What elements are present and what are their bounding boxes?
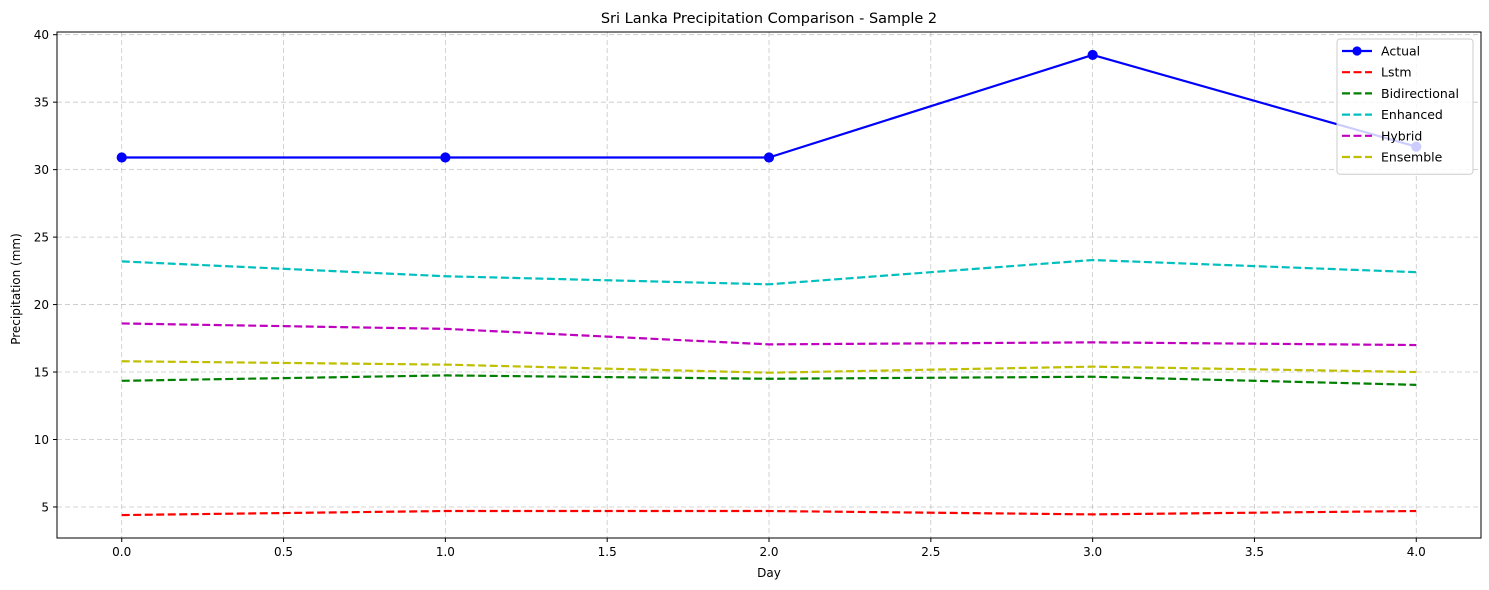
x-tick-label: 0.0 [112, 545, 131, 559]
series-line-enhanced [121, 258, 1417, 286]
legend-label-hybrid: Hybrid [1381, 128, 1422, 143]
legend-label-actual: Actual [1381, 44, 1420, 59]
x-tick-label: 0.5 [274, 545, 293, 559]
legend-label-lstm: Lstm [1381, 65, 1412, 80]
y-tick-label: 5 [41, 500, 49, 514]
y-tick-label: 20 [34, 298, 49, 312]
y-tick-label: 40 [34, 28, 49, 42]
y-tick-label: 30 [34, 163, 49, 177]
legend-label-ensemble: Ensemble [1381, 150, 1443, 165]
series-line-bidirectional [121, 374, 1417, 386]
y-tick-label: 25 [34, 231, 49, 245]
x-tick-label: 1.5 [598, 545, 617, 559]
y-tick-label: 10 [34, 433, 49, 447]
chart-title: Sri Lanka Precipitation Comparison - Sam… [601, 11, 937, 27]
legend-marker-actual [1352, 46, 1362, 56]
data-point-actual [763, 152, 775, 163]
x-tick-label: 3.0 [1083, 545, 1102, 559]
y-axis-label: Precipitation (mm) [9, 233, 23, 345]
x-axis-label: Day [757, 566, 781, 580]
y-tick-label: 15 [34, 366, 49, 380]
x-tick-label: 1.0 [436, 545, 455, 559]
legend: Actual Lstm Bidirectional Enhanced Hybrid Ens… [1336, 38, 1474, 175]
x-tick-label: 2.5 [921, 545, 940, 559]
series-line-lstm [121, 509, 1417, 517]
legend-label-bidirectional: Bidirectional [1381, 86, 1459, 101]
series-line-hybrid [121, 322, 1417, 347]
data-point-actual [116, 152, 127, 163]
axes: 0.0 0.5 1.0 1.5 2.0 2.5 3.0 3.5 4.0 5 10 15 20 25 30 35… [34, 28, 1482, 559]
y-tick-label: 35 [34, 96, 49, 110]
x-tick-label: 3.5 [1245, 545, 1264, 559]
data-point-actual [1087, 49, 1098, 61]
data-point-actual [440, 152, 451, 163]
x-tick-label: 2.0 [759, 545, 778, 559]
series-lines [116, 49, 1422, 517]
series-line-ensemble [121, 360, 1417, 374]
legend-label-enhanced: Enhanced [1381, 107, 1443, 122]
x-tick-label: 4.0 [1407, 545, 1426, 559]
